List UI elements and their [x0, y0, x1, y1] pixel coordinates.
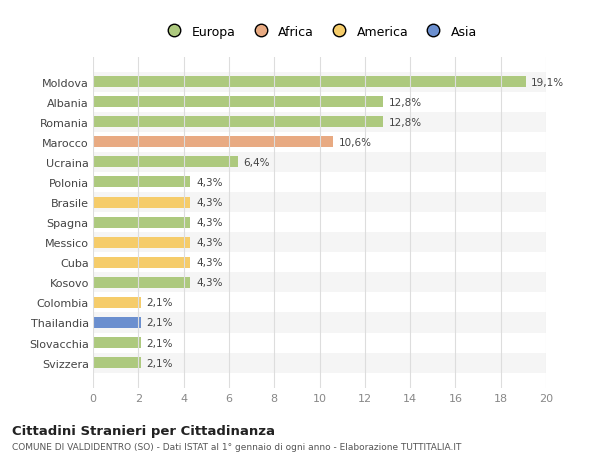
- Text: 2,1%: 2,1%: [146, 338, 173, 348]
- Bar: [93, 333, 546, 353]
- Text: 10,6%: 10,6%: [339, 138, 372, 147]
- Text: 2,1%: 2,1%: [146, 298, 173, 308]
- Bar: [93, 92, 546, 112]
- Bar: [93, 313, 546, 333]
- Text: 4,3%: 4,3%: [196, 257, 223, 268]
- Bar: [93, 277, 190, 288]
- Text: 2,1%: 2,1%: [146, 318, 173, 328]
- Text: 4,3%: 4,3%: [196, 218, 223, 228]
- Text: 12,8%: 12,8%: [389, 118, 422, 128]
- Bar: [93, 137, 333, 148]
- Bar: [93, 317, 140, 328]
- Bar: [93, 337, 140, 348]
- Text: 4,3%: 4,3%: [196, 278, 223, 288]
- Bar: [93, 252, 546, 273]
- Bar: [93, 273, 546, 293]
- Bar: [93, 217, 190, 228]
- Text: 4,3%: 4,3%: [196, 178, 223, 188]
- Text: 12,8%: 12,8%: [389, 97, 422, 107]
- Bar: [93, 133, 546, 152]
- Bar: [93, 117, 383, 128]
- Bar: [93, 77, 526, 88]
- Bar: [93, 73, 546, 92]
- Bar: [93, 157, 238, 168]
- Bar: [93, 293, 546, 313]
- Text: 4,3%: 4,3%: [196, 238, 223, 248]
- Bar: [93, 193, 546, 213]
- Bar: [93, 177, 190, 188]
- Bar: [93, 152, 546, 173]
- Text: 6,4%: 6,4%: [244, 157, 270, 168]
- Text: 19,1%: 19,1%: [531, 78, 565, 87]
- Bar: [93, 112, 546, 133]
- Bar: [93, 173, 546, 193]
- Text: Cittadini Stranieri per Cittadinanza: Cittadini Stranieri per Cittadinanza: [12, 425, 275, 437]
- Bar: [93, 353, 546, 373]
- Bar: [93, 213, 546, 233]
- Bar: [93, 233, 546, 252]
- Bar: [93, 237, 190, 248]
- Text: COMUNE DI VALDIDENTRO (SO) - Dati ISTAT al 1° gennaio di ogni anno - Elaborazion: COMUNE DI VALDIDENTRO (SO) - Dati ISTAT …: [12, 442, 461, 451]
- Bar: [93, 197, 190, 208]
- Text: 2,1%: 2,1%: [146, 358, 173, 368]
- Bar: [93, 97, 383, 108]
- Bar: [93, 257, 190, 268]
- Legend: Europa, Africa, America, Asia: Europa, Africa, America, Asia: [157, 21, 482, 44]
- Text: 4,3%: 4,3%: [196, 197, 223, 207]
- Bar: [93, 357, 140, 368]
- Bar: [93, 297, 140, 308]
